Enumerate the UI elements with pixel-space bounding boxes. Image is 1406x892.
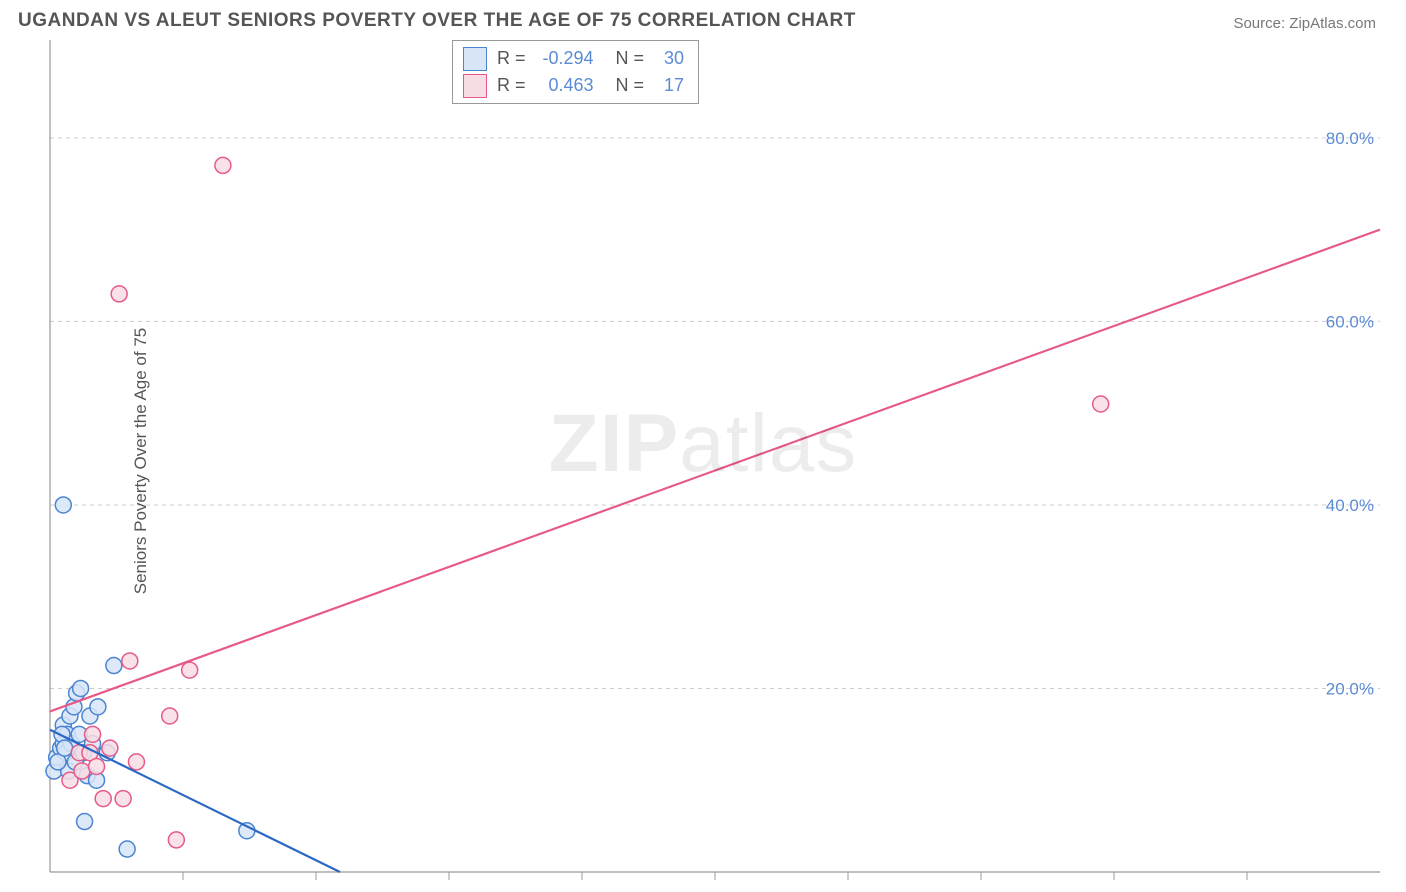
source-attribution: Source: ZipAtlas.com (1233, 15, 1376, 32)
data-point-aleuts (168, 832, 184, 848)
legend-swatch (463, 47, 487, 71)
legend-swatch (463, 74, 487, 98)
correlation-legend: R = -0.294 N = 30 R = 0.463 N = 17 (452, 40, 699, 104)
chart-container: Seniors Poverty Over the Age of 75 ZIPat… (0, 40, 1406, 882)
data-point-aleuts (102, 740, 118, 756)
n-value: 17 (654, 72, 684, 99)
n-label: N = (616, 72, 645, 99)
data-point-ugandans (55, 497, 71, 513)
data-point-ugandans (57, 740, 73, 756)
data-point-ugandans (119, 841, 135, 857)
data-point-aleuts (215, 157, 231, 173)
data-point-aleuts (182, 662, 198, 678)
y-tick-label: 40.0% (1326, 496, 1374, 515)
regression-line-ugandans (50, 730, 340, 872)
data-point-aleuts (89, 758, 105, 774)
n-value: 30 (654, 45, 684, 72)
data-point-aleuts (95, 791, 111, 807)
r-label: R = (497, 45, 526, 72)
y-tick-label: 80.0% (1326, 129, 1374, 148)
data-point-aleuts (85, 726, 101, 742)
header: UGANDAN VS ALEUT SENIORS POVERTY OVER TH… (0, 0, 1406, 40)
data-point-aleuts (115, 791, 131, 807)
y-tick-label: 20.0% (1326, 679, 1374, 698)
chart-title: UGANDAN VS ALEUT SENIORS POVERTY OVER TH… (18, 10, 856, 32)
r-value: -0.294 (536, 45, 594, 72)
r-value: 0.463 (536, 72, 594, 99)
data-point-aleuts (122, 653, 138, 669)
data-point-aleuts (74, 763, 90, 779)
data-point-aleuts (111, 286, 127, 302)
correlation-row-ugandans: R = -0.294 N = 30 (463, 45, 684, 72)
data-point-ugandans (77, 814, 93, 830)
regression-line-aleuts (50, 230, 1380, 712)
data-point-aleuts (1093, 396, 1109, 412)
data-point-ugandans (90, 699, 106, 715)
scatter-plot-svg: 20.0%40.0%60.0%80.0%0.0%100.0%UgandansAl… (0, 40, 1406, 882)
r-label: R = (497, 72, 526, 99)
y-tick-label: 60.0% (1326, 312, 1374, 331)
y-axis-title: Seniors Poverty Over the Age of 75 (131, 328, 151, 594)
correlation-row-aleuts: R = 0.463 N = 17 (463, 72, 684, 99)
data-point-ugandans (73, 680, 89, 696)
n-label: N = (616, 45, 645, 72)
data-point-aleuts (162, 708, 178, 724)
data-point-aleuts (128, 754, 144, 770)
data-point-ugandans (106, 658, 122, 674)
